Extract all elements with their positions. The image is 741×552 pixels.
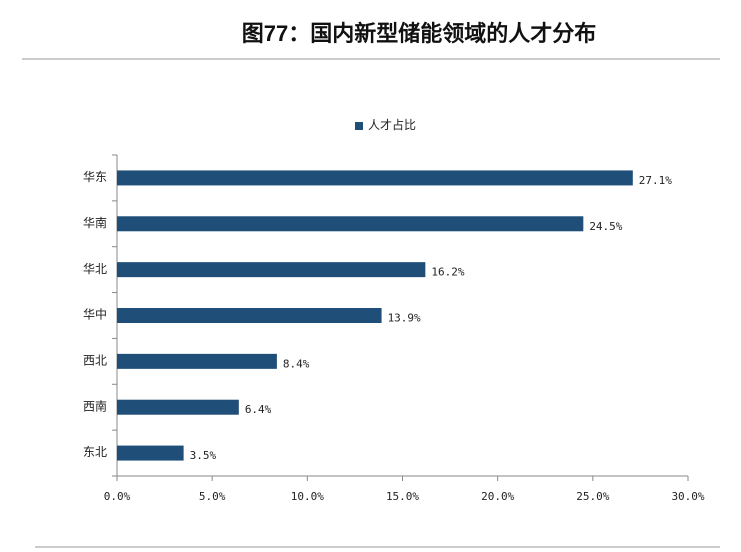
x-tick-label: 20.0% bbox=[481, 490, 514, 503]
legend-swatch bbox=[355, 122, 363, 130]
bar bbox=[117, 445, 184, 461]
bar bbox=[117, 170, 633, 186]
value-label: 8.4% bbox=[283, 357, 310, 370]
value-label: 3.5% bbox=[190, 449, 217, 462]
y-tick-label: 西北 bbox=[83, 354, 107, 368]
x-tick-label: 15.0% bbox=[386, 490, 419, 503]
y-tick-label: 华中 bbox=[83, 307, 107, 322]
value-label: 27.1% bbox=[639, 174, 672, 187]
bar bbox=[117, 353, 277, 369]
x-tick-label: 10.0% bbox=[291, 490, 324, 503]
x-tick-label: 0.0% bbox=[104, 490, 131, 503]
y-tick-label: 西南 bbox=[83, 398, 107, 413]
y-tick-label: 东北 bbox=[83, 445, 107, 459]
x-tick-label: 30.0% bbox=[671, 490, 704, 503]
chart-title: 图77：国内新型储能领域的人才分布 bbox=[242, 21, 596, 46]
bar bbox=[117, 308, 382, 323]
x-tick-label: 5.0% bbox=[199, 490, 226, 503]
y-tick-label: 华北 bbox=[83, 262, 107, 276]
y-tick-label: 华南 bbox=[83, 215, 107, 230]
value-label: 24.5% bbox=[589, 220, 622, 233]
value-label: 13.9% bbox=[388, 312, 421, 325]
x-tick-label: 25.0% bbox=[576, 490, 609, 503]
bar bbox=[117, 262, 426, 278]
value-label: 16.2% bbox=[431, 266, 464, 279]
y-tick-label: 华东 bbox=[83, 170, 107, 184]
bar bbox=[117, 216, 584, 232]
value-label: 6.4% bbox=[245, 403, 272, 416]
legend-label: 人才占比 bbox=[368, 117, 416, 132]
bar bbox=[117, 399, 239, 415]
